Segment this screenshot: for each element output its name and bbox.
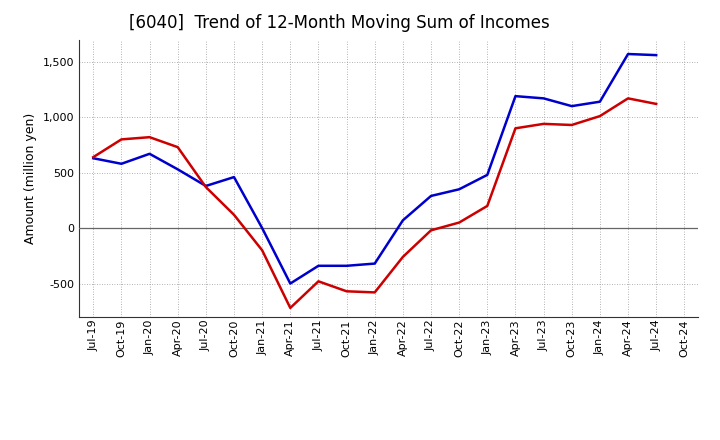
Ordinary Income: [145, 151, 154, 157]
Ordinary Income: [230, 174, 238, 180]
Net Income: [314, 279, 323, 284]
Ordinary Income: [202, 183, 210, 189]
Ordinary Income: [399, 218, 408, 223]
Net Income: [595, 114, 604, 119]
Net Income: [539, 121, 548, 127]
Y-axis label: Amount (million yen): Amount (million yen): [24, 113, 37, 244]
Ordinary Income: [483, 172, 492, 177]
Ordinary Income: [370, 261, 379, 266]
Net Income: [258, 248, 266, 253]
Line: Net Income: Net Income: [94, 99, 656, 308]
Ordinary Income: [117, 161, 126, 166]
Ordinary Income: [595, 99, 604, 104]
Net Income: [567, 122, 576, 128]
Net Income: [145, 135, 154, 140]
Net Income: [117, 137, 126, 142]
Ordinary Income: [539, 96, 548, 101]
Net Income: [511, 126, 520, 131]
Net Income: [89, 154, 98, 160]
Ordinary Income: [567, 103, 576, 109]
Net Income: [399, 254, 408, 260]
Ordinary Income: [427, 193, 436, 198]
Ordinary Income: [624, 51, 632, 57]
Net Income: [624, 96, 632, 101]
Net Income: [286, 305, 294, 311]
Line: Ordinary Income: Ordinary Income: [94, 54, 656, 283]
Net Income: [202, 184, 210, 190]
Net Income: [652, 101, 660, 106]
Text: [6040]  Trend of 12-Month Moving Sum of Incomes: [6040] Trend of 12-Month Moving Sum of I…: [129, 15, 549, 33]
Ordinary Income: [174, 167, 182, 172]
Ordinary Income: [258, 225, 266, 231]
Ordinary Income: [314, 263, 323, 268]
Net Income: [427, 227, 436, 233]
Ordinary Income: [286, 281, 294, 286]
Net Income: [370, 290, 379, 295]
Net Income: [174, 144, 182, 150]
Net Income: [230, 212, 238, 217]
Ordinary Income: [652, 52, 660, 58]
Ordinary Income: [89, 156, 98, 161]
Net Income: [342, 289, 351, 294]
Ordinary Income: [342, 263, 351, 268]
Ordinary Income: [511, 94, 520, 99]
Ordinary Income: [455, 187, 464, 192]
Net Income: [483, 203, 492, 209]
Net Income: [455, 220, 464, 225]
